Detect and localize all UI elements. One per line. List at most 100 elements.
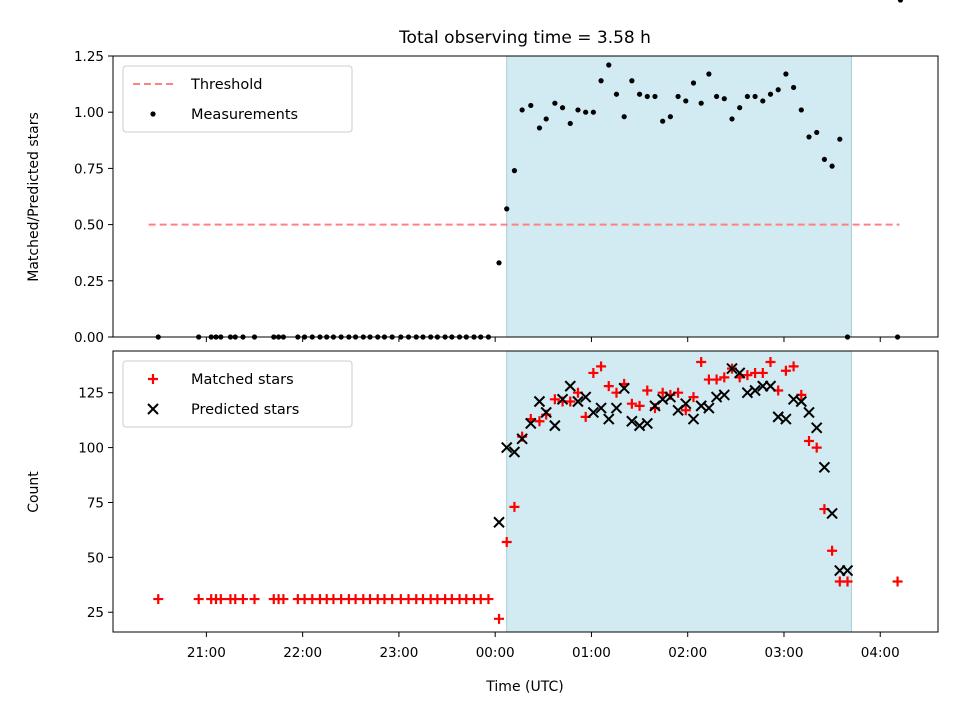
legend-box bbox=[122, 65, 353, 133]
matched-stars-point bbox=[780, 365, 791, 376]
measurements-point bbox=[713, 93, 720, 100]
matched-stars-point bbox=[757, 367, 768, 378]
predicted-stars-point bbox=[764, 380, 777, 392]
predicted-stars-point bbox=[595, 402, 607, 414]
predicted-stars-point bbox=[501, 441, 513, 454]
measurements-point bbox=[567, 120, 573, 127]
measurements-point bbox=[706, 71, 712, 77]
predicted-stars-point bbox=[664, 391, 677, 403]
ratio-y-axis-label: Matched/Predicted stars bbox=[26, 112, 42, 282]
predicted-stars-point bbox=[680, 397, 692, 410]
matched-stars-point bbox=[565, 396, 576, 407]
measurements-point bbox=[575, 107, 581, 113]
x-tick-label: 00:00 bbox=[476, 645, 515, 661]
matched-stars-point bbox=[842, 576, 853, 587]
matched-stars-point bbox=[193, 594, 204, 605]
axes-frame bbox=[112, 55, 939, 338]
measurements-point bbox=[744, 93, 750, 100]
measurements-point bbox=[636, 91, 643, 97]
legend: Matched stars Predicted stars bbox=[122, 360, 353, 428]
matched-stars-point bbox=[634, 400, 645, 411]
matched-stars-point bbox=[680, 405, 691, 416]
predicted-stars-point bbox=[556, 393, 569, 406]
measurements-point bbox=[798, 107, 804, 113]
measurements-point bbox=[583, 109, 589, 115]
measurements-point bbox=[660, 118, 666, 124]
predicted-stars-point bbox=[726, 362, 738, 375]
measurements-point bbox=[613, 91, 620, 97]
measurements-point bbox=[644, 93, 650, 100]
y-tick-label: 25 bbox=[87, 605, 104, 621]
x-tick-label: 22:00 bbox=[283, 645, 322, 661]
predicted-stars-point bbox=[718, 389, 730, 401]
measurements-point bbox=[504, 206, 510, 212]
matched-stars-point bbox=[804, 436, 815, 447]
measurements-point bbox=[667, 114, 673, 120]
measurements-point bbox=[519, 107, 525, 113]
predicted-stars-point bbox=[540, 406, 552, 419]
matched-stars-point bbox=[237, 594, 248, 605]
predicted-stars-point bbox=[549, 419, 561, 432]
count-panel: 21:00 22:00 23:00 00:00 01:00 02:00 03:00 04:00… bbox=[78, 350, 939, 661]
measurements-point bbox=[559, 105, 566, 111]
x-tick-label: 21:00 bbox=[187, 645, 226, 661]
matched-stars-point bbox=[765, 356, 776, 367]
predicted-stars-point bbox=[641, 417, 653, 430]
predicted-stars-point bbox=[803, 406, 815, 419]
predicted-stars-point bbox=[733, 367, 746, 379]
measurements-point bbox=[675, 93, 681, 100]
predicted-stars-point bbox=[579, 391, 592, 403]
matched-stars-point bbox=[509, 501, 520, 512]
matched-stars-point bbox=[588, 367, 599, 378]
measurements-point bbox=[652, 93, 658, 100]
measurements-point bbox=[629, 78, 635, 84]
measurements-point bbox=[783, 71, 789, 77]
chart-title: Total observing time = 3.58 h bbox=[398, 28, 651, 48]
predicted-stars-point bbox=[618, 382, 630, 395]
matched-stars-point bbox=[688, 392, 699, 403]
measurements-point bbox=[775, 87, 781, 93]
legend-box bbox=[122, 360, 353, 428]
y-tick-label: 0.00 bbox=[74, 330, 104, 346]
measurements-point bbox=[590, 109, 596, 115]
y-tick-label: 1.00 bbox=[74, 105, 104, 121]
predicted-stars-point bbox=[826, 507, 838, 520]
matched-stars-point bbox=[719, 372, 730, 383]
legend-label: Matched stars bbox=[191, 372, 294, 388]
matched-stars-point bbox=[278, 594, 289, 605]
matched-stars-point bbox=[153, 594, 164, 605]
predicted-stars-point bbox=[493, 516, 505, 528]
measurements-point bbox=[791, 84, 797, 91]
predicted-stars-point bbox=[818, 461, 831, 474]
measurements-point bbox=[752, 93, 758, 100]
measurements-point bbox=[598, 78, 604, 84]
legend-marker-predicted-stars bbox=[147, 403, 159, 415]
y-tick-label: 1.25 bbox=[74, 49, 104, 65]
measurements-point bbox=[897, 0, 904, 3]
matched-stars-point bbox=[788, 361, 799, 372]
predicted-stars-point bbox=[525, 417, 537, 430]
x-axis-label: Time (UTC) bbox=[485, 679, 563, 695]
predicted-stars-point bbox=[572, 395, 584, 408]
matched-stars-point bbox=[249, 594, 260, 605]
predicted-stars-point bbox=[508, 446, 521, 458]
predicted-stars-point bbox=[749, 384, 761, 397]
y-tick-label: 100 bbox=[78, 441, 104, 457]
matched-stars-point bbox=[711, 374, 722, 385]
measurements-point bbox=[829, 163, 835, 169]
predicted-stars-point bbox=[610, 402, 623, 414]
matched-stars-point bbox=[892, 576, 903, 587]
ratio-panel: 0.00 0.25 0.50 0.75 1.00 1.25 Threshold Measure… bbox=[74, 0, 939, 346]
y-tick-label: 0.25 bbox=[74, 274, 104, 290]
legend: Threshold Measurements bbox=[122, 65, 353, 133]
axes-frame bbox=[112, 350, 939, 633]
matched-stars-point bbox=[387, 594, 398, 605]
predicted-stars-point bbox=[780, 413, 792, 425]
predicted-stars-point bbox=[564, 380, 576, 392]
measurements-point bbox=[760, 98, 766, 104]
measurements-point bbox=[536, 125, 543, 131]
matched-stars-point bbox=[811, 442, 822, 453]
observing-interval-shade bbox=[506, 55, 852, 338]
measurements-point bbox=[729, 116, 735, 122]
